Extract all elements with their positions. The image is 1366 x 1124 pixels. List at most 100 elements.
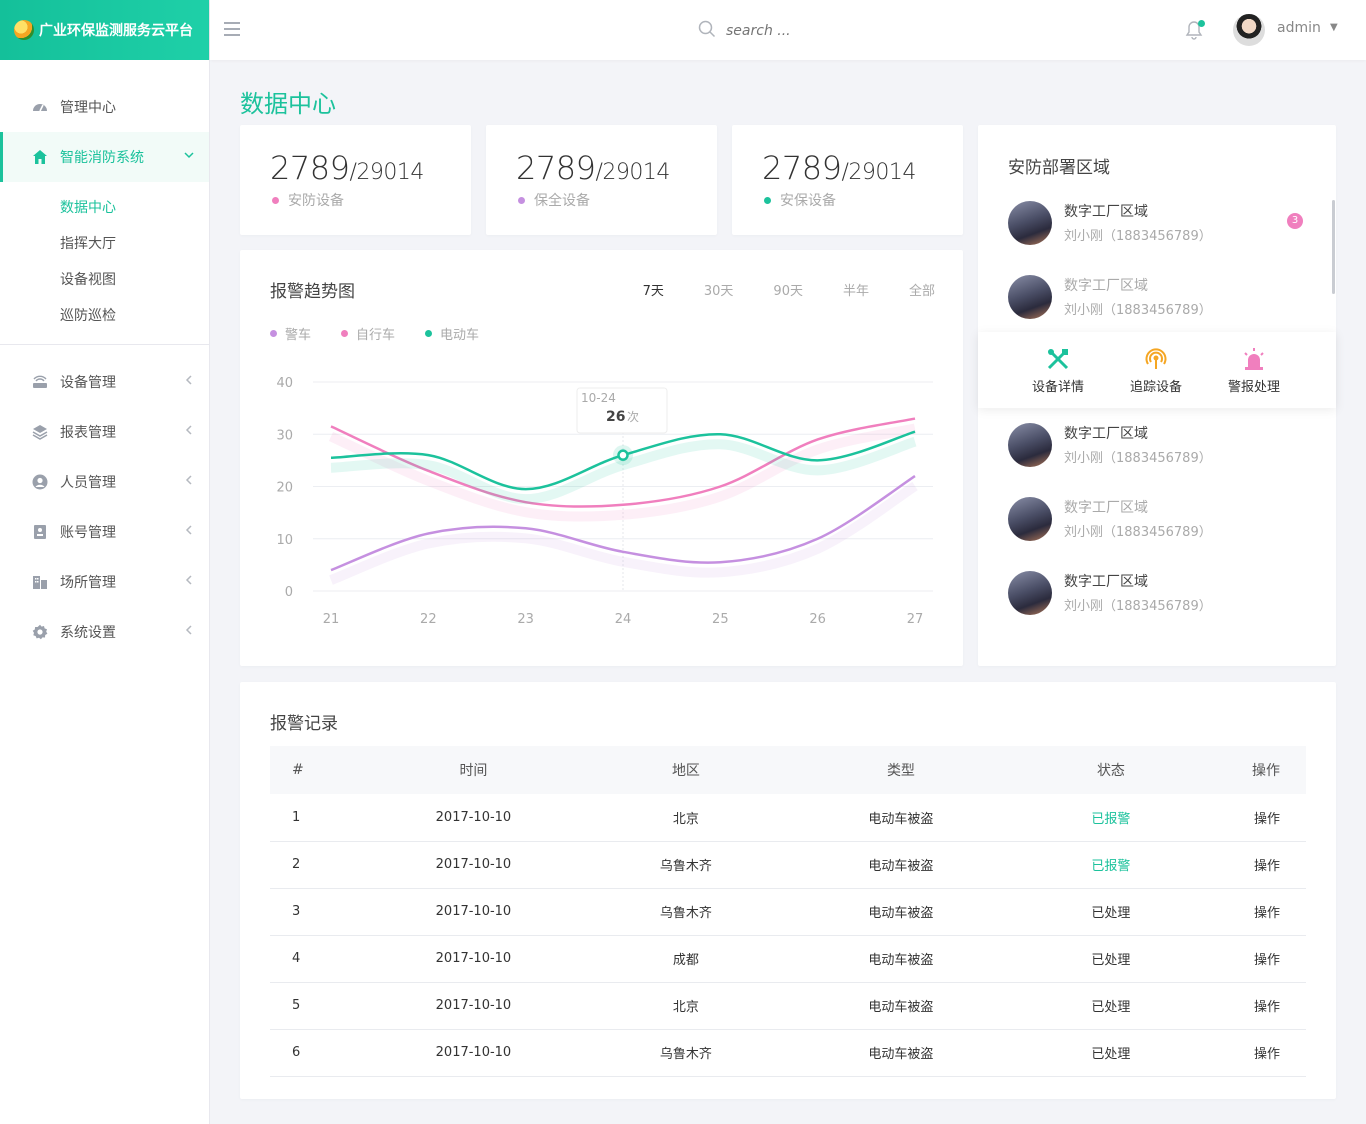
area-item[interactable]: 数字工厂区域 刘小刚（1883456789） [1008, 569, 1308, 619]
layers-icon [32, 424, 48, 440]
count-badge: 3 [1287, 213, 1303, 229]
stat-card-guard-devices: 2789/29014 安保设备 [732, 125, 963, 235]
table-cell: 5 [292, 998, 301, 1013]
nav-item-account-management[interactable]: 账号管理 [0, 507, 209, 557]
tab-90-days[interactable]: 90天 [773, 284, 803, 299]
app-title: 广业环保监测服务云平台 [39, 23, 193, 39]
alarm-records-table: # 时间 地区 类型 状态 操作 1 2017-10-10 北京 电动车被盗 已报警 操作… [270, 746, 1306, 1077]
legend-item-bicycle[interactable]: 自行车 [341, 324, 395, 343]
row-action-link[interactable]: 操作 [1253, 906, 1280, 921]
scrollbar[interactable] [1332, 200, 1335, 294]
logo-icon [14, 20, 34, 40]
y-tick-label: 30 [276, 428, 293, 443]
caret-down-icon[interactable]: ▼ [1330, 22, 1338, 33]
status-dot [764, 196, 771, 204]
table-row: 6 2017-10-10 乌鲁木齐 电动车被盗 已处理 操作 [270, 1029, 1306, 1076]
series-glow [329, 481, 918, 585]
notification-dot [1198, 20, 1205, 27]
search-input[interactable] [726, 23, 876, 39]
nav-item-report-management[interactable]: 报表管理 [0, 407, 209, 457]
nav-item-label: 设备管理 [60, 375, 116, 391]
alarm-handle-button[interactable]: 警报处理 [1205, 332, 1303, 408]
tooltip-date: 10-24 [581, 391, 616, 405]
table-cell: 3 [292, 904, 301, 919]
area-avatar [1008, 275, 1052, 319]
chevron-left-icon [183, 374, 195, 390]
table-cell: 成都 [672, 953, 699, 968]
stat-label: 保全设备 [518, 190, 590, 210]
chevron-left-icon [183, 574, 195, 590]
table-cell: 电动车被盗 [868, 1047, 934, 1062]
area-contact: 刘小刚（1883456789） [1064, 451, 1212, 466]
nav-item-personnel-management[interactable]: 人员管理 [0, 457, 209, 507]
table-cell: 电动车被盗 [868, 859, 934, 874]
sidebar: 广业环保监测服务云平台 管理中心 智能消防系统 数据中心 指挥大厅 设备视图 巡… [0, 0, 210, 1124]
row-action-link[interactable]: 操作 [1253, 859, 1280, 874]
table-cell: 4 [292, 951, 301, 966]
sub-item-command-hall[interactable]: 指挥大厅 [60, 236, 116, 252]
sub-item-patrol[interactable]: 巡防巡检 [60, 308, 116, 324]
table-cell: 2017-10-10 [435, 1045, 512, 1060]
top-header: admin ▼ [210, 0, 1366, 60]
nav-item-device-management[interactable]: 设备管理 [0, 357, 209, 407]
row-action-link[interactable]: 操作 [1253, 953, 1280, 968]
device-details-button[interactable]: 设备详情 [1009, 332, 1107, 408]
area-contact: 刘小刚（1883456789） [1064, 599, 1212, 614]
column-header: 类型 [886, 763, 915, 779]
area-item[interactable]: 数字工厂区域 刘小刚（1883456789） [1008, 495, 1308, 545]
area-name: 数字工厂区域 [1064, 278, 1148, 294]
stat-value: 2789/29014 [270, 149, 424, 187]
notification-bell-icon[interactable] [1185, 20, 1205, 40]
tooltip-value: 26 [606, 409, 625, 425]
area-item[interactable]: 数字工厂区域 刘小刚（1883456789） [1008, 421, 1308, 471]
tools-icon [1009, 346, 1107, 372]
area-item[interactable]: 数字工厂区域 刘小刚（1883456789） [1008, 273, 1308, 323]
nav-item-venue-management[interactable]: 场所管理 [0, 557, 209, 607]
status-badge: 已处理 [1091, 1000, 1131, 1015]
row-action-link[interactable]: 操作 [1253, 811, 1280, 827]
sub-item-data-center[interactable]: 数据中心 [60, 200, 116, 216]
row-action-link[interactable]: 操作 [1253, 1047, 1280, 1062]
column-header: # [292, 762, 304, 778]
tab-half-year[interactable]: 半年 [842, 284, 869, 299]
user-name[interactable]: admin [1277, 20, 1321, 36]
table-cell: 2017-10-10 [435, 904, 512, 919]
track-device-button[interactable]: 追踪设备 [1107, 332, 1205, 408]
sub-item-device-view[interactable]: 设备视图 [60, 272, 116, 288]
nav-item-label: 场所管理 [60, 575, 116, 591]
stat-label: 安保设备 [764, 190, 836, 210]
search-box [698, 19, 898, 43]
nav-item-system-settings[interactable]: 系统设置 [0, 607, 209, 657]
row-action-link[interactable]: 操作 [1253, 1000, 1280, 1015]
nav: 管理中心 智能消防系统 数据中心 指挥大厅 设备视图 巡防巡检 设备管理 [0, 60, 209, 657]
status-dot [518, 196, 525, 204]
legend-item-e-bike[interactable]: 电动车 [425, 324, 479, 343]
contact-card-icon [32, 524, 48, 540]
table-cell: 2 [292, 857, 301, 872]
nav-item-label: 报表管理 [60, 425, 116, 441]
table-cell: 乌鲁木齐 [659, 1047, 712, 1062]
chevron-left-icon [183, 524, 195, 540]
nav-item-fire-system[interactable]: 智能消防系统 [0, 132, 209, 182]
search-icon [698, 20, 716, 42]
stat-card-security-devices: 2789/29014 安防设备 [240, 125, 471, 235]
legend-item-police-car[interactable]: 警车 [270, 324, 311, 343]
avatar[interactable] [1233, 14, 1265, 46]
y-tick-label: 0 [285, 585, 293, 600]
alarm-trend-card: 报警趋势图 7天 30天 90天 半年 全部 警车 自行车 电动车 0 10 20 3… [240, 250, 963, 666]
y-tick-label: 20 [276, 481, 293, 496]
table-cell: 电动车被盗 [868, 811, 934, 827]
home-icon [32, 149, 48, 165]
area-item[interactable]: 数字工厂区域 刘小刚（1883456789） [1008, 199, 1308, 249]
nav-item-management-center[interactable]: 管理中心 [0, 82, 209, 132]
tab-7-days[interactable]: 7天 [642, 284, 664, 299]
table-row: 2 2017-10-10 乌鲁木齐 电动车被盗 已报警 操作 [270, 841, 1306, 888]
range-tabs: 7天 30天 90天 半年 全部 [603, 280, 935, 299]
menu-toggle-icon[interactable] [224, 22, 240, 36]
area-name: 数字工厂区域 [1064, 426, 1148, 442]
logo[interactable]: 广业环保监测服务云平台 [0, 0, 209, 60]
tab-30-days[interactable]: 30天 [703, 284, 734, 299]
table-cell: 6 [292, 1045, 301, 1060]
tab-all[interactable]: 全部 [908, 284, 935, 299]
table-cell: 2017-10-10 [435, 951, 512, 966]
